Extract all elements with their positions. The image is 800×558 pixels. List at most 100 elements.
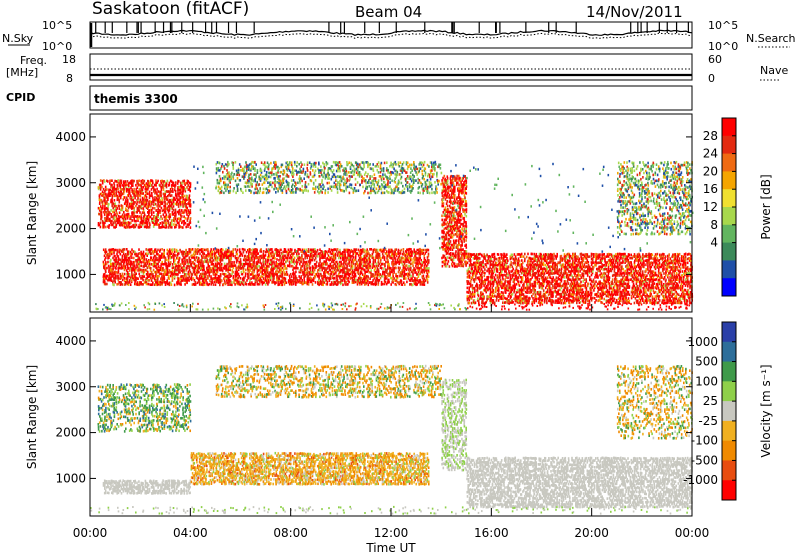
power-cell xyxy=(311,163,313,166)
power-cell xyxy=(243,267,245,270)
power-cell xyxy=(138,248,140,251)
power-cell xyxy=(266,192,268,195)
power-cell xyxy=(343,190,345,193)
power-cell xyxy=(248,273,250,276)
power-cell xyxy=(388,263,390,266)
power-cell xyxy=(428,249,430,252)
power-cell xyxy=(161,218,163,221)
power-cell xyxy=(351,164,353,167)
power-cell xyxy=(192,273,194,276)
power-cell xyxy=(118,277,120,280)
power-cell xyxy=(172,269,174,272)
power-cell xyxy=(315,162,317,165)
power-cell xyxy=(144,180,146,183)
power-cell xyxy=(126,248,128,251)
power-cell xyxy=(237,259,239,262)
beam-title: Beam 04 xyxy=(355,3,422,21)
power-cell xyxy=(240,281,242,284)
power-cell xyxy=(199,253,201,256)
power-cell xyxy=(321,250,323,253)
power-cell xyxy=(129,273,131,276)
power-cell xyxy=(341,180,343,183)
power-cell xyxy=(129,203,131,206)
power-cell xyxy=(211,260,213,263)
power-cell xyxy=(273,261,275,264)
power-cell xyxy=(240,165,242,168)
power-cell xyxy=(165,262,167,265)
power-cell xyxy=(428,259,430,262)
power-cell xyxy=(213,283,215,286)
power-cell xyxy=(260,174,262,177)
power-cell xyxy=(322,284,324,287)
power-cell xyxy=(316,261,318,264)
power-cell xyxy=(348,281,350,284)
power-cell xyxy=(364,283,366,286)
power-cell xyxy=(137,215,139,218)
power-cell xyxy=(382,263,384,266)
power-cell xyxy=(263,250,265,253)
power-cell xyxy=(339,170,341,173)
power-cell xyxy=(195,253,197,256)
power-cell xyxy=(111,220,113,223)
power-cell xyxy=(168,220,170,223)
power-cell xyxy=(171,194,173,197)
power-cell xyxy=(388,279,390,282)
power-cell xyxy=(304,257,306,260)
power-cell xyxy=(146,203,148,206)
power-cell xyxy=(103,224,105,227)
power-cell xyxy=(353,259,355,262)
power-cell xyxy=(105,197,107,200)
power-cell xyxy=(221,263,223,266)
power-cell xyxy=(387,259,389,262)
power-cell xyxy=(282,251,284,254)
power-cell xyxy=(284,170,286,173)
power-cell xyxy=(152,282,154,285)
power-cell xyxy=(331,186,333,189)
power-cell xyxy=(190,209,192,212)
power-cell xyxy=(353,256,355,259)
power-cell xyxy=(337,170,339,173)
power-cell xyxy=(307,190,309,193)
power-cell xyxy=(123,211,125,214)
power-cell xyxy=(303,177,305,180)
power-cell xyxy=(226,267,228,270)
power-cell xyxy=(203,252,205,255)
power-cell xyxy=(361,261,363,264)
power-cell xyxy=(340,184,342,187)
power-cell xyxy=(226,169,228,172)
power-cell xyxy=(302,249,304,252)
power-cell xyxy=(278,167,280,170)
power-cell xyxy=(281,284,283,287)
power-cell xyxy=(237,249,239,252)
power-cell xyxy=(274,180,276,183)
power-cell xyxy=(300,170,302,173)
power-cell xyxy=(108,226,110,229)
power-cell xyxy=(131,253,133,256)
power-cell xyxy=(414,268,416,271)
power-cell xyxy=(291,279,293,282)
power-cell xyxy=(175,218,177,221)
power-cell xyxy=(269,190,271,193)
power-cell xyxy=(286,281,288,284)
power-cell xyxy=(105,248,107,251)
power-cell xyxy=(166,182,168,185)
power-cell xyxy=(268,168,270,171)
power-cell xyxy=(149,263,151,266)
power-cell xyxy=(330,277,332,280)
power-cell xyxy=(177,273,179,276)
power-cell xyxy=(233,187,235,190)
power-cell xyxy=(404,283,406,286)
power-cell xyxy=(157,219,159,222)
power-cell xyxy=(274,257,276,260)
power-cell xyxy=(277,263,279,266)
power-cell xyxy=(280,249,282,252)
power-cell xyxy=(412,284,414,287)
power-cell xyxy=(333,161,335,164)
power-cell xyxy=(326,267,328,270)
power-cell xyxy=(379,253,381,256)
power-cell xyxy=(190,217,192,220)
power-cell xyxy=(318,162,320,165)
power-cell xyxy=(116,213,118,216)
power-cell xyxy=(335,253,337,256)
power-cell xyxy=(163,249,165,252)
